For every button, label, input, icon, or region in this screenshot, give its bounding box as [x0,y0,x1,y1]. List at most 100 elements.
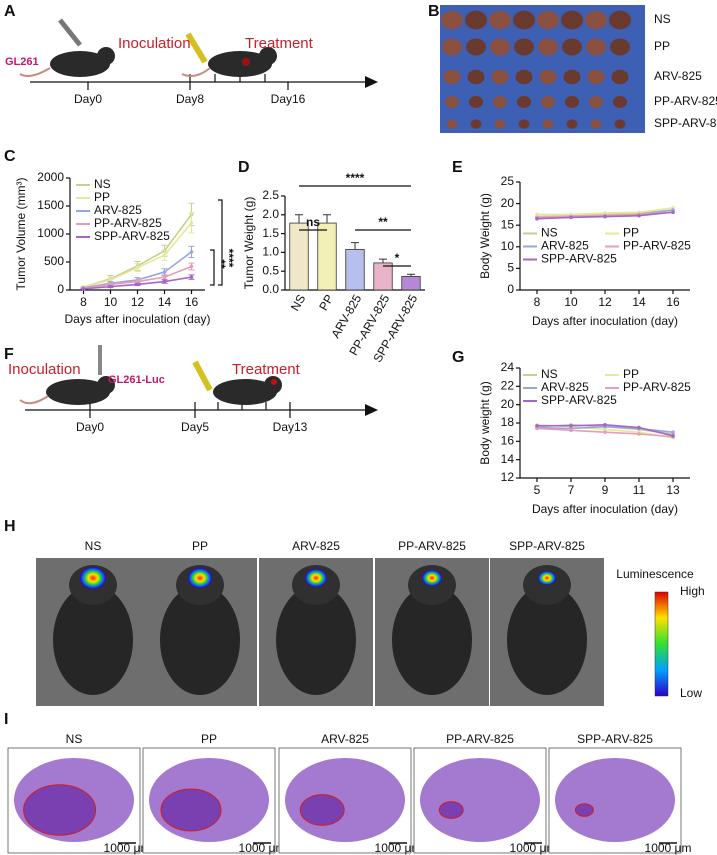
y-tick-label: 500 [44,254,64,268]
significance-label: ** [378,215,388,229]
y-tick-label: 0 [57,282,64,296]
syringe [192,360,213,392]
group-title: NS [85,539,102,553]
arrow-head [365,76,378,88]
error-bar [323,214,331,224]
x-tick-label: 14 [158,295,172,309]
mouse [160,585,240,695]
tumor [609,10,631,30]
day-label: Day13 [273,420,308,434]
tumor-region [574,803,594,817]
y-tick-label: 12 [501,470,515,484]
y-tick-label: 20 [501,397,515,411]
tumor [441,10,463,30]
tumor-region [438,801,464,819]
tumor-region [23,784,97,836]
day-label: Day0 [76,420,104,434]
series-line [537,424,674,437]
group-title: NS [66,732,83,746]
mouse-head [264,376,282,394]
day-label: Day16 [271,92,306,106]
significance-label: **** [222,249,236,268]
syringe [58,18,82,47]
panel-label: D [238,159,250,176]
tumor [542,119,554,129]
tumor [614,119,626,129]
group-title: SPP-ARV-825 [577,732,653,746]
error-bar [379,258,387,263]
tumor [562,38,582,56]
day-label: Day0 [74,92,102,106]
step-label: Treatment [245,35,314,52]
series-line [83,276,192,290]
tumor [489,10,511,30]
series-line [537,207,674,216]
day-label: Day8 [176,92,204,106]
tumor [585,10,607,30]
x-tick-label: PP [316,292,336,313]
scale-title: Luminescence [616,567,694,581]
signal [422,570,442,586]
significance-label: ** [214,259,228,269]
tumor-region [160,788,222,832]
tumor [586,38,606,56]
tumor [469,96,483,108]
group-title: PP [201,732,217,746]
tumor [445,96,459,108]
legend-label: SPP-ARV-825 [94,229,170,243]
tumor [537,10,559,30]
group-label: SPP-ARV-825 [654,116,717,130]
tail [181,67,211,77]
mouse [392,585,472,695]
group-title: SPP-ARV-825 [509,539,585,553]
tumor [271,379,277,385]
legend-label: PP-ARV-825 [94,216,162,230]
legend-label: PP [623,226,639,240]
tumor [446,119,458,129]
y-tick-label: 10 [501,239,515,253]
tumor [610,38,630,56]
signal [80,567,106,589]
y-tick-label: 18 [501,415,515,429]
x-tick-label: 9 [602,483,609,497]
legend-label: SPP-ARV-825 [541,393,617,407]
legend-label: NS [541,367,558,381]
signal [305,569,327,587]
series-line [536,211,674,220]
x-tick-label: 8 [534,295,541,309]
panel-label: B [428,3,440,20]
tumor [490,38,510,56]
scale-bar-label: 1000 μm [239,841,286,855]
x-axis-label: Days after inoculation (day) [532,314,678,328]
y-axis-label: Tumor Weight (g) [242,197,256,290]
y-tick-label: 22 [501,379,515,393]
mouse [276,585,356,695]
legend-label: ARV-825 [541,380,589,394]
x-tick-label: 10 [104,295,118,309]
x-tick-label: 8 [80,295,87,309]
mouse [208,51,272,77]
series-line [83,222,193,288]
x-tick-label: 16 [666,295,680,309]
significance-label: ns [306,215,320,229]
x-tick-label: 16 [185,295,199,309]
y-tick-label: 0.0 [262,282,279,296]
step-label: Treatment [232,361,301,378]
diagram-a: GL261 Inoculation Treatment Day0 Day8 Da… [5,18,378,106]
y-axis-label: Tumor Volume (mm³) [14,178,28,291]
tumor [539,69,557,85]
group-title: PP-ARV-825 [446,732,514,746]
tail [19,395,49,405]
x-tick-label: 12 [598,295,612,309]
mouse [53,585,133,695]
tumor [518,119,530,129]
arrow-head [365,404,378,416]
scale-bar-label: 1000 μm [510,841,557,855]
y-axis-label: Body weight (g) [478,381,492,464]
y-tick-label: 14 [501,452,515,466]
tumor [590,119,602,129]
x-tick-label: 11 [633,483,646,497]
tumor [442,38,462,56]
tumor [465,10,487,30]
